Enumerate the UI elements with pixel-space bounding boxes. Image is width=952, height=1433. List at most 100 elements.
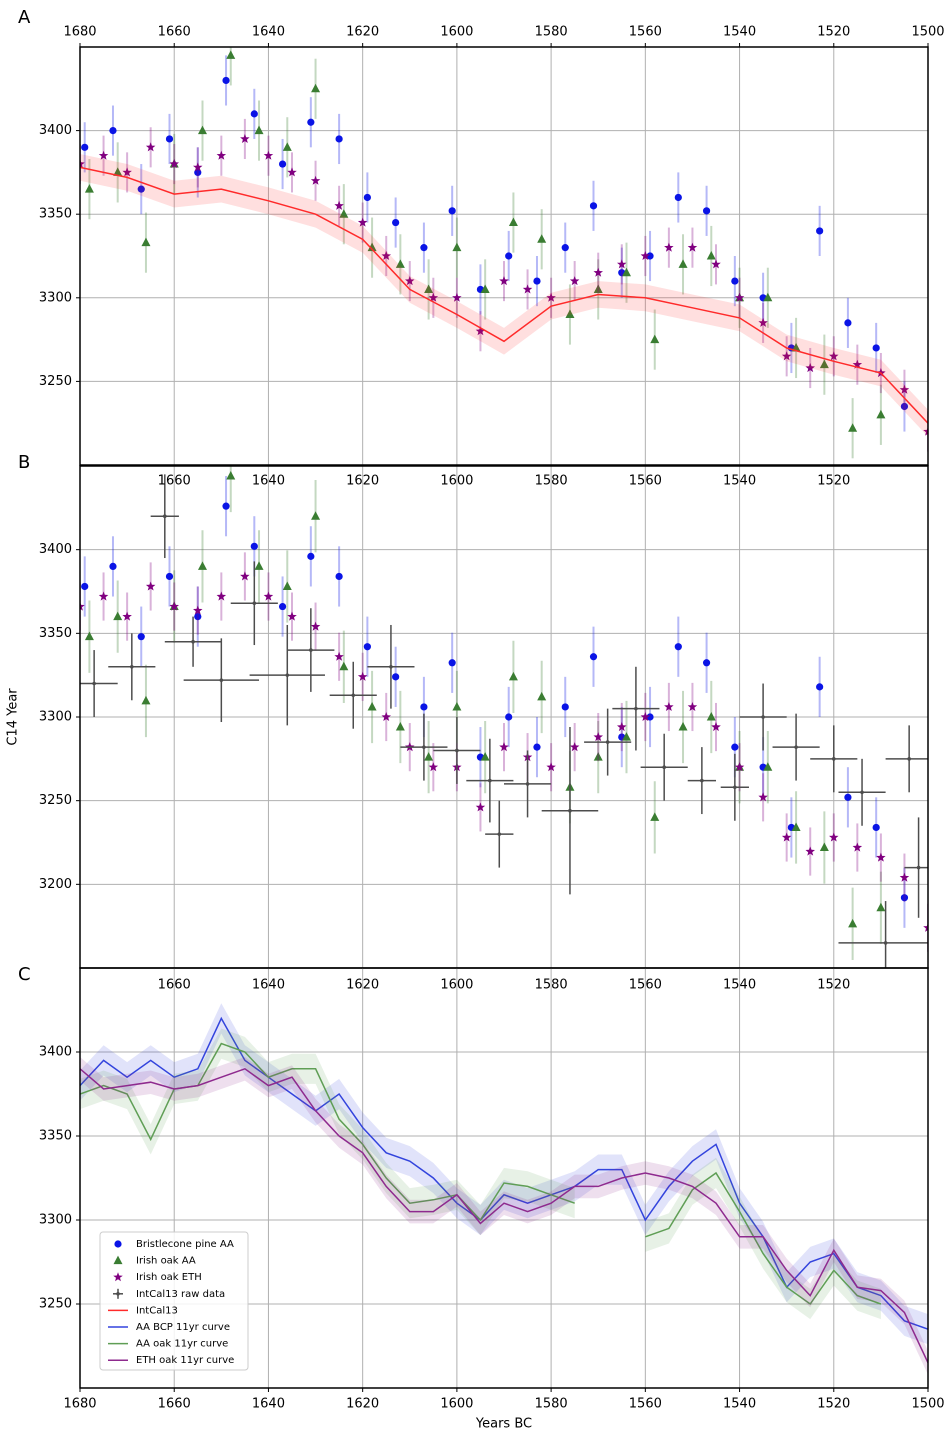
marker-point xyxy=(794,745,798,749)
y-tick-label: 3250 xyxy=(39,374,72,389)
marker-triangle xyxy=(650,334,660,344)
marker-circle xyxy=(335,135,343,143)
marker-triangle xyxy=(678,259,688,268)
marker-triangle xyxy=(819,359,829,369)
plot-area xyxy=(80,1003,928,1375)
x-tick-label: 1620 xyxy=(346,474,379,489)
marker-star xyxy=(475,802,486,812)
marker-circle xyxy=(109,562,117,571)
x-tick-label: 1520 xyxy=(817,25,850,40)
x-tick-label: 1660 xyxy=(158,25,191,40)
marker-triangle xyxy=(339,209,349,218)
marker-star xyxy=(499,742,509,752)
marker-triangle xyxy=(508,217,518,227)
marker-circle xyxy=(900,402,909,411)
marker-star xyxy=(758,317,768,327)
y-tick-label: 3300 xyxy=(39,1213,72,1228)
marker-star xyxy=(80,601,85,611)
marker-point xyxy=(831,757,836,761)
marker-circle xyxy=(420,703,428,711)
marker-circle xyxy=(561,703,569,711)
marker-point xyxy=(916,865,921,870)
curve xyxy=(80,166,928,424)
marker-star xyxy=(310,621,321,631)
plot-area xyxy=(80,47,928,459)
marker-circle xyxy=(307,118,315,126)
marker-triangle xyxy=(508,671,518,681)
marker-circle xyxy=(844,793,852,801)
x-tick-label: 1640 xyxy=(252,1397,285,1412)
marker-star xyxy=(193,162,203,172)
marker-circle xyxy=(702,659,711,667)
legend-label: ETH oak 11yr curve xyxy=(136,1355,234,1366)
marker-point xyxy=(130,665,134,669)
marker-star xyxy=(98,591,109,601)
marker-point xyxy=(568,808,572,813)
marker-star xyxy=(287,611,297,621)
marker-triangle xyxy=(197,561,207,570)
marker-triangle xyxy=(395,722,405,731)
marker-triangle xyxy=(537,234,547,243)
marker-triangle xyxy=(819,842,829,852)
marker-circle xyxy=(307,552,315,560)
x-tick-label: 1600 xyxy=(440,474,473,489)
marker-triangle xyxy=(848,918,858,928)
marker-point xyxy=(634,706,638,711)
marker-point xyxy=(605,740,610,744)
marker-circle xyxy=(646,252,654,260)
legend-label: AA oak 11yr curve xyxy=(136,1339,228,1350)
marker-star xyxy=(734,762,745,772)
x-tick-label: 1600 xyxy=(440,978,473,993)
marker-triangle xyxy=(876,902,886,912)
marker-star xyxy=(687,242,698,252)
marker-circle xyxy=(335,572,343,581)
marker-star xyxy=(593,267,603,277)
marker-point xyxy=(525,782,530,786)
marker-circle xyxy=(448,207,456,215)
marker-star xyxy=(923,426,928,436)
marker-point xyxy=(488,778,492,783)
marker-circle xyxy=(81,582,89,591)
legend: Bristlecone pine AA Irish oak AA Irish oak… xyxy=(99,1231,249,1371)
marker-triangle xyxy=(452,242,462,252)
marker-triangle xyxy=(650,812,660,821)
curve xyxy=(80,1067,928,1364)
y-tick-label: 3300 xyxy=(39,710,72,725)
x-tick-label: 1660 xyxy=(158,474,191,489)
marker-circle xyxy=(81,143,89,151)
marker-triangle xyxy=(113,1255,123,1265)
panel-label: C xyxy=(18,964,31,985)
x-tick-label: 1520 xyxy=(817,1397,850,1412)
marker-circle xyxy=(505,252,513,260)
marker-star xyxy=(758,792,768,802)
x-tick-label: 1620 xyxy=(346,1397,379,1412)
marker-circle xyxy=(872,344,880,352)
x-tick-label: 1620 xyxy=(346,978,379,993)
marker-point xyxy=(191,639,195,644)
marker-star xyxy=(546,762,556,772)
marker-star xyxy=(781,832,792,842)
marker-triangle xyxy=(424,752,434,761)
y-tick-label: 3300 xyxy=(39,290,72,305)
x-tick-label: 1580 xyxy=(535,1397,568,1412)
x-tick-label: 1560 xyxy=(629,474,662,489)
uncertainty-band xyxy=(80,1057,928,1375)
marker-circle xyxy=(137,185,145,193)
marker-star xyxy=(687,702,698,711)
panel-frame xyxy=(79,967,929,1389)
marker-star xyxy=(664,242,674,252)
marker-triangle xyxy=(848,423,858,432)
marker-star xyxy=(240,134,250,143)
x-tick-label: 1640 xyxy=(252,474,285,489)
marker-star xyxy=(899,872,910,882)
marker-star xyxy=(113,1272,123,1282)
marker-point xyxy=(761,715,765,719)
legend-label: AA BCP 11yr curve xyxy=(136,1322,230,1333)
x-tick-label: 1640 xyxy=(252,25,285,40)
y-tick-label: 3400 xyxy=(39,542,72,557)
marker-point xyxy=(252,601,257,606)
y-tick-label: 3250 xyxy=(39,793,72,808)
marker-triangle xyxy=(480,752,490,761)
marker-triangle xyxy=(678,722,688,731)
marker-triangle xyxy=(621,732,631,741)
